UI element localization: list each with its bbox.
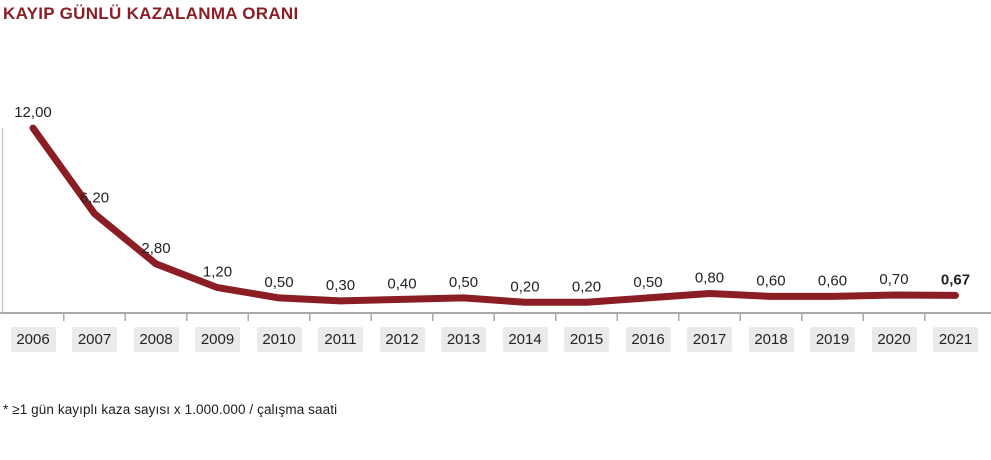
x-axis-year-label: 2011 — [318, 327, 363, 352]
value-label: 6,20 — [80, 190, 109, 207]
value-label: 0,60 — [818, 272, 847, 289]
value-label: 0,67 — [941, 271, 970, 288]
x-axis-year-label: 2008 — [133, 327, 179, 352]
x-axis-year-label: 2010 — [256, 327, 302, 352]
value-label: 0,80 — [695, 269, 724, 286]
value-label: 0,60 — [756, 272, 785, 289]
value-label: 0,20 — [572, 278, 601, 295]
x-axis-year-label: 2017 — [687, 327, 732, 352]
x-axis-year-label: 2012 — [379, 327, 425, 352]
x-axis-year-label: 2016 — [625, 327, 671, 352]
x-axis-year-label: 2015 — [564, 327, 609, 352]
value-label: 0,50 — [264, 274, 293, 291]
value-label: 0,20 — [510, 278, 539, 295]
value-label: 0,50 — [449, 274, 478, 291]
x-axis-year-label: 2020 — [871, 327, 917, 352]
value-label: 0,30 — [326, 277, 355, 294]
chart-title: KAYIP GÜNLÜ KAZALANMA ORANI — [3, 4, 299, 23]
x-axis-year-label: 2014 — [502, 327, 548, 352]
x-axis-year-label: 2006 — [10, 327, 56, 352]
value-label: 1,20 — [203, 264, 232, 281]
x-axis-year-label: 2019 — [810, 327, 855, 352]
value-label: 0,50 — [633, 274, 662, 291]
x-axis-year-label: 2018 — [748, 327, 794, 352]
data-line-series — [29, 124, 959, 306]
chart-footnote: * ≥1 gün kayıplı kaza sayısı x 1.000.000… — [3, 402, 338, 417]
x-axis-year-label: 2009 — [195, 327, 240, 352]
value-label: 0,70 — [879, 271, 908, 288]
value-label: 2,80 — [141, 240, 170, 257]
value-label: 12,00 — [14, 104, 52, 121]
x-axis-year-label: 2007 — [72, 327, 117, 352]
value-label: 0,40 — [387, 275, 416, 292]
x-axis-year-label: 2013 — [441, 327, 486, 352]
x-axis-year-label: 2021 — [933, 327, 978, 352]
